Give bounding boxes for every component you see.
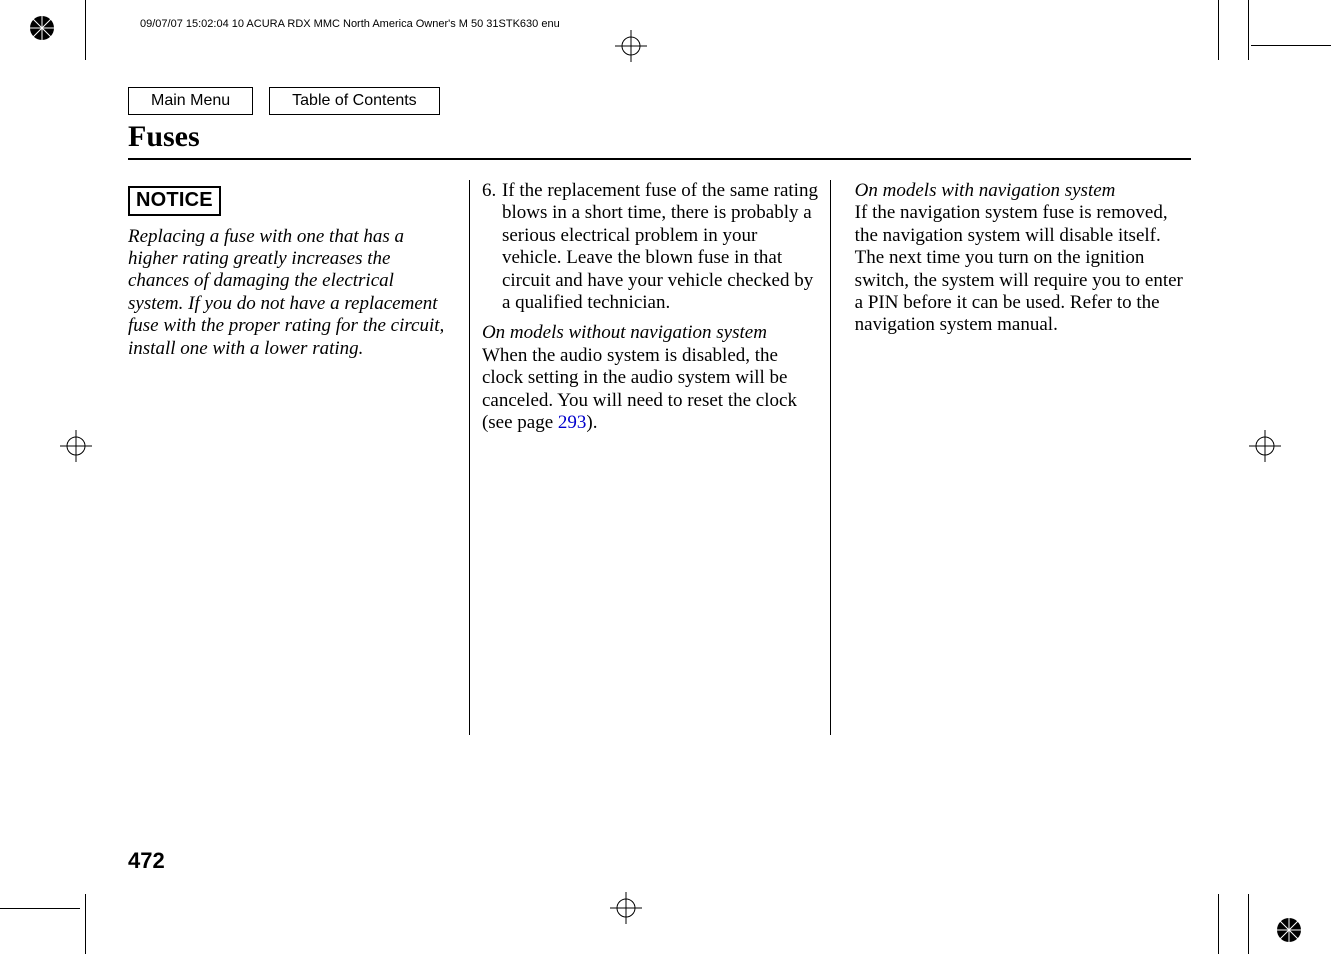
crosshair-left (60, 430, 92, 462)
crosshair-right (1249, 430, 1281, 462)
main-menu-button[interactable]: Main Menu (128, 87, 253, 115)
column-3: On models with navigation system If the … (843, 180, 1193, 775)
column-2: 6. If the replacement fuse of the same r… (469, 180, 831, 735)
crop-mark (1248, 0, 1249, 60)
content-columns: NOTICE Replacing a fuse with one that ha… (128, 180, 1193, 775)
audio-clock-text-b: ). (586, 412, 597, 433)
table-of-contents-button[interactable]: Table of Contents (269, 87, 440, 115)
audio-clock-text-a: When the audio system is disabled, the c… (482, 345, 797, 433)
registration-mark-bottom-right (1275, 916, 1303, 944)
list-item-6: 6. If the replacement fuse of the same r… (482, 180, 820, 314)
crop-mark (1248, 894, 1249, 954)
column-1: NOTICE Replacing a fuse with one that ha… (128, 180, 457, 775)
page-title: Fuses (128, 120, 200, 154)
notice-label: NOTICE (136, 189, 213, 211)
crop-mark (85, 894, 86, 954)
notice-box: NOTICE (128, 186, 221, 216)
header-metadata: 09/07/07 15:02:04 10 ACURA RDX MMC North… (140, 18, 560, 30)
page-reference-link[interactable]: 293 (558, 412, 587, 433)
page-number: 472 (128, 848, 165, 874)
crop-mark (1251, 45, 1331, 46)
list-item-number: 6. (482, 180, 502, 314)
subhead-without-nav: On models without navigation system (482, 322, 767, 343)
column-2-paragraph: On models without navigation system When… (482, 322, 820, 434)
crosshair-bottom-center (610, 892, 642, 924)
crop-mark (1218, 0, 1219, 60)
subhead-with-nav: On models with navigation system (855, 180, 1116, 201)
crop-mark (0, 908, 80, 909)
list-item-text: If the replacement fuse of the same rati… (502, 180, 820, 314)
crosshair-top-center (615, 30, 647, 62)
column-3-paragraph: On models with navigation system If the … (855, 180, 1183, 337)
nav-system-text: If the navigation system fuse is removed… (855, 202, 1183, 335)
notice-text: Replacing a fuse with one that has a hig… (128, 226, 447, 360)
registration-mark-top-left (28, 14, 56, 42)
title-rule (128, 158, 1191, 160)
crop-mark (85, 0, 86, 60)
nav-buttons: Main Menu Table of Contents (128, 87, 452, 115)
crop-mark (1218, 894, 1219, 954)
